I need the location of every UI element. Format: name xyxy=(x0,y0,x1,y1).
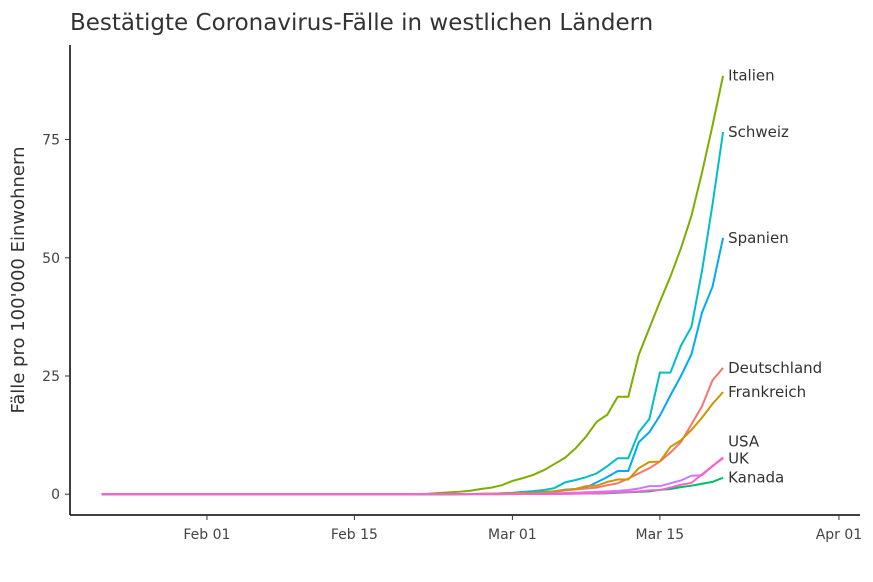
series-line xyxy=(101,75,725,496)
series-label: UK xyxy=(728,449,750,467)
x-tick-label: Mar 01 xyxy=(488,527,537,543)
series-label: Kanada xyxy=(728,469,784,487)
series-line xyxy=(101,391,724,496)
y-tick-label: 75 xyxy=(42,133,60,149)
series-label: Italien xyxy=(728,67,775,85)
chart-title: Bestätigte Coronavirus-Fälle in westlich… xyxy=(70,10,653,36)
y-tick-label: 25 xyxy=(42,369,60,385)
x-tick-label: Feb 01 xyxy=(183,527,230,543)
series-line xyxy=(101,456,724,496)
series-label: Deutschland xyxy=(728,359,822,377)
series-label: USA xyxy=(728,432,760,450)
x-tick-label: Feb 15 xyxy=(331,527,378,543)
series-label: Frankreich xyxy=(728,383,806,401)
series-label: Spanien xyxy=(728,229,789,247)
x-tick-label: Mar 15 xyxy=(636,527,685,543)
series-line xyxy=(101,131,725,496)
x-tick-label: Apr 01 xyxy=(816,527,862,543)
series-label: Schweiz xyxy=(728,123,789,141)
y-axis-label: Fälle pro 100'000 Einwohnern xyxy=(8,147,29,414)
y-tick-label: 50 xyxy=(42,251,60,267)
y-tick-label: 0 xyxy=(51,487,60,503)
series-line xyxy=(101,457,724,496)
